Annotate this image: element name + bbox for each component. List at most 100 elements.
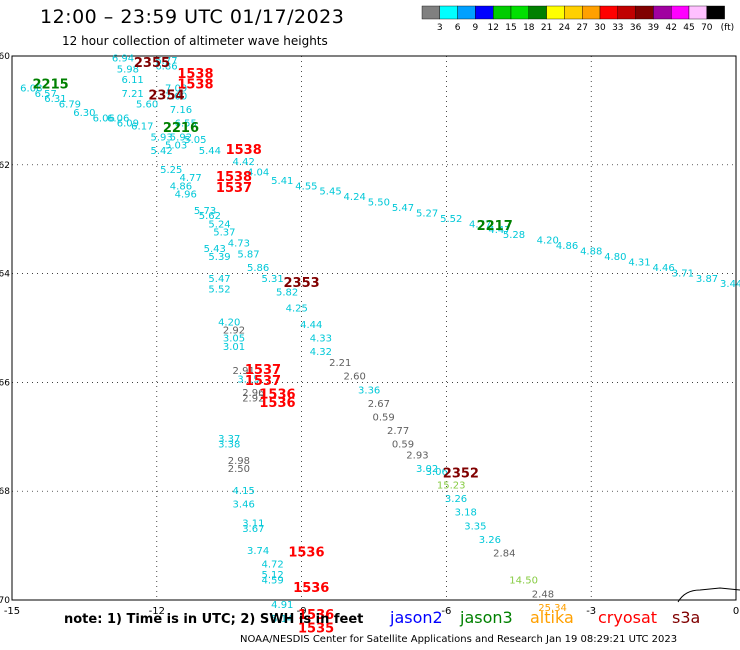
colorbar-label: 42 [665,23,676,33]
y-tick-label: -70 [0,596,10,606]
wave-height-label: 4.72 [262,559,284,570]
wave-height-label: 5.44 [199,146,221,157]
wave-height-label: 3.38 [218,440,240,451]
wave-height-label: 7.00 [165,92,187,103]
wave-height-label: 6.86 [155,62,177,73]
wave-height-label: 5.28 [503,230,525,241]
wave-height-label: 7.16 [170,105,192,116]
colorbar-label: 24 [559,23,571,33]
colorbar-label: 18 [523,23,535,33]
wave-height-label: 3.01 [223,342,245,353]
wave-height-label: 4.20 [537,236,559,247]
colorbar-swatch [528,5,547,20]
wave-height-label: 5.37 [213,228,235,239]
colorbar-label: 30 [594,23,606,33]
wave-height-label: 5.25 [160,165,182,176]
pass-time-labels: 2355153815382215235422161538153815372217… [33,56,513,637]
colorbar-swatch [457,5,476,20]
chart-title: 12:00 – 23:59 UTC 01/17/2023 [40,6,345,28]
colorbar-label: 6 [455,23,461,33]
wave-height-label: 5.50 [368,198,390,209]
wave-height-label: 7.21 [122,89,144,100]
wave-height-label: 5.73 [194,206,216,217]
wave-height-label: 4.59 [262,576,284,587]
wave-height-label: 6.77 [155,56,177,67]
wave-height-label: 3.06 [426,467,448,478]
wave-height-label: 3.46 [233,500,255,511]
wave-height-label: 7.09 [165,83,187,94]
y-tick-label: -62 [0,161,10,171]
wave-height-label: 5.98 [117,64,139,75]
wave-height-label: 5.87 [237,249,259,260]
wave-height-label: 6.57 [35,89,57,100]
wave-height-label: 5.47 [208,274,230,285]
wave-height-label: 5.93 [150,132,172,143]
wave-height-label: 2.50 [228,464,250,475]
x-tick-label: 0 [733,606,739,617]
wave-height-label: 6.08 [20,83,42,94]
wave-height-label: 3.15 [237,374,259,385]
pass-time-label: 2354 [148,89,184,104]
legend-jason3: jason3 [460,608,513,627]
wave-height-label: 4.80 [604,252,626,263]
wave-height-label: 2.91 [233,366,255,377]
pass-time-label: 1538 [177,78,213,93]
wave-height-label: 4.96 [175,189,197,200]
colorbar-label: 3 [437,23,443,33]
colorbar-swatch [493,5,512,20]
wave-height-label: 4.25 [286,304,308,315]
wave-height-label: 5.82 [276,287,298,298]
x-tick-label: -6 [441,606,451,617]
colorbar-unit: (ft) [721,23,735,33]
wave-height-label: 4.91 [271,600,293,611]
colorbar-swatch [564,5,583,20]
wave-height-label: 15.23 [437,480,466,491]
wave-height-label: 5.27 [416,208,438,219]
colorbar-swatch [671,5,690,20]
wave-height-label: 4.20 [218,317,240,328]
colorbar-swatch [421,5,440,20]
legend-altika: altika [530,608,574,627]
wave-height-label: 4.31 [628,257,650,268]
wave-height-label: 6.06 [93,113,115,124]
wave-height-label: 6.55 [175,119,197,130]
plot-frame [11,55,737,601]
axis-ticks: -15 -12 -9 -6 -3 0 -60 -62 -64 -66 -68 -70 [0,52,739,617]
pass-time-label: 2215 [33,78,69,93]
colorbar-label: 70 [701,23,713,33]
colorbar-label: 27 [576,23,587,33]
wave-height-label: 5.24 [208,219,230,230]
wave-height-label: 5.43 [204,244,226,255]
wave-height-label: 3.87 [696,274,718,285]
wave-height-label: 5.86 [247,263,269,274]
wave-height-label: 5.41 [271,176,293,187]
wave-height-points: 6.94 6.776.86 5.986.11 6.086.576.316.796.30… [20,53,740,624]
wave-height-label: 3.18 [455,508,477,519]
colorbar-label: 15 [505,23,516,33]
colorbar-label: 45 [683,23,694,33]
wave-height-label: 4.32 [310,347,332,358]
wave-height-label: 3.71 [672,268,694,279]
colorbar-label: 39 [648,23,660,33]
wave-height-label: 5.62 [199,211,221,222]
wave-height-label: 3.05 [223,334,245,345]
wave-height-label: 2.21 [329,358,351,369]
wave-height-label: 5.14 [271,614,293,625]
wave-height-label: 6.30 [73,108,95,119]
legend-s3a: s3a [672,608,701,627]
wave-height-label: 5.42 [150,146,172,157]
colorbar-swatch [439,5,458,20]
footer-credit: NOAA/NESDIS Center for Satellite Applica… [240,634,678,645]
wave-height-label: 3.02 [416,464,438,475]
colorbar-swatch [617,5,636,20]
wave-height-label: 5.39 [208,252,230,263]
wave-height-label: 2.98 [228,456,250,467]
wave-height-label: 4.88 [580,247,602,258]
chart-subtitle: 12 hour collection of altimeter wave hei… [62,34,328,48]
colorbar-label: 36 [630,23,642,33]
wave-height-label: 0.59 [373,412,395,423]
pass-time-label: 1537 [245,374,281,389]
pass-time-label: 1537 [216,181,252,196]
colorbar-legend: 3 6 9 12 15 18 21 24 27 30 33 36 39 42 45 70 (ft) [421,5,735,33]
colorbar-label: 9 [473,23,479,33]
